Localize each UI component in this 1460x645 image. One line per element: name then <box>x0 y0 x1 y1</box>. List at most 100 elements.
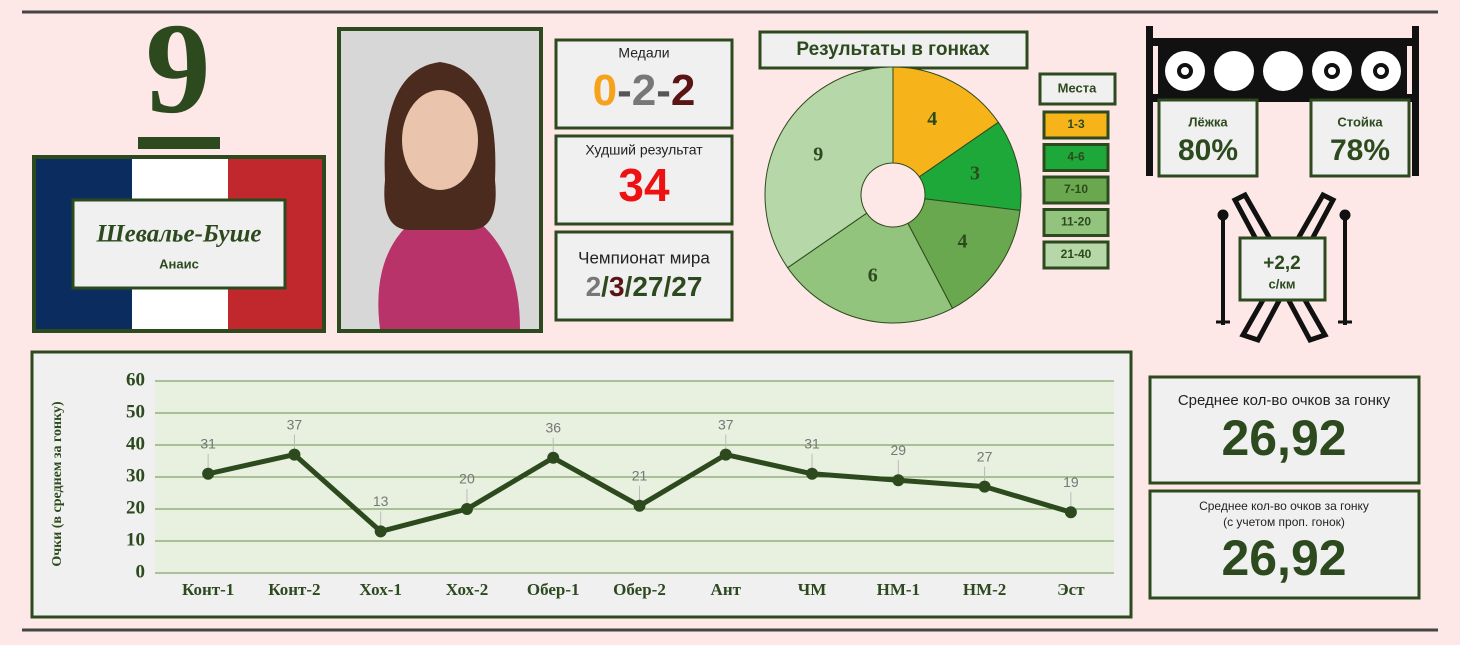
x-tick-label: Конт-1 <box>182 580 234 599</box>
pie-slice <box>892 66 1000 178</box>
medals-value: 0-2-2 <box>593 66 696 115</box>
y-axis-label: Очки (в среднем за гонку) <box>50 401 65 567</box>
x-tick-label: ЧМ <box>798 580 827 599</box>
pie-title: Результаты в гонках <box>796 39 990 60</box>
data-label: 13 <box>373 493 389 509</box>
wc-place: 2 <box>586 271 602 302</box>
target <box>1263 51 1303 91</box>
legend-label: 11-20 <box>1061 215 1091 229</box>
y-tick-label: 50 <box>126 401 145 422</box>
legend-label: 7-10 <box>1064 182 1088 196</box>
standing-value: 78% <box>1330 134 1390 167</box>
speed-value: +2,2 <box>1263 253 1301 274</box>
pie-slice <box>764 66 894 269</box>
sep: - <box>656 66 671 115</box>
average-title: Среднее кол-во очков за гонку <box>1178 392 1391 409</box>
rack-bar <box>1153 38 1412 46</box>
point <box>460 503 473 515</box>
rack-post <box>1412 26 1419 176</box>
average-subtitle: (с учетом проп. гонок) <box>1223 515 1345 529</box>
shooting-icon <box>1146 26 1419 176</box>
medals-title: Медали <box>618 45 669 61</box>
y-tick-label: 40 <box>126 433 145 454</box>
x-tick-label: Обер-1 <box>527 580 580 599</box>
standing-label: Стойка <box>1337 114 1383 129</box>
legend-label: 21-40 <box>1061 247 1092 261</box>
pie-slice <box>918 121 1022 211</box>
data-label: 27 <box>977 448 993 464</box>
target-hit <box>1181 67 1189 75</box>
data-label: 37 <box>287 416 303 432</box>
wc-place: 3 <box>609 271 625 302</box>
rank: 9 <box>146 0 211 141</box>
worst-value: 34 <box>618 159 670 211</box>
y-tick-label: 0 <box>136 561 146 582</box>
target-hit <box>1377 67 1385 75</box>
x-tick-label: НМ-1 <box>877 580 920 599</box>
slice-label: 9 <box>813 143 823 165</box>
name-box <box>71 198 287 290</box>
y-tick-label: 30 <box>126 465 145 486</box>
target-hit <box>1328 67 1336 75</box>
first-name: Анаис <box>159 256 199 271</box>
bronze: 2 <box>671 66 695 115</box>
legend-swatch <box>1042 240 1110 270</box>
prone-box <box>1157 98 1259 178</box>
point <box>719 448 732 461</box>
sep: / <box>663 271 671 302</box>
data-label: 21 <box>632 468 648 484</box>
legend-swatch <box>1042 143 1110 172</box>
point <box>806 467 819 480</box>
slice-label: 6 <box>868 265 878 287</box>
wc-title: Чемпионат мира <box>578 248 710 267</box>
average-box <box>1148 375 1421 485</box>
prone-value: 80% <box>1178 134 1238 167</box>
data-label: 37 <box>718 416 734 432</box>
gold: 0 <box>593 66 617 115</box>
y-tick-label: 20 <box>126 497 145 518</box>
slice-label: 3 <box>970 162 980 184</box>
silver: 2 <box>632 66 656 115</box>
wc-box <box>554 230 734 322</box>
standing-box <box>1309 98 1411 178</box>
legend-swatch <box>1042 110 1110 140</box>
prone-label: Лёжка <box>1188 114 1228 129</box>
data-label: 29 <box>891 442 907 458</box>
speed-unit: с/км <box>1269 276 1296 291</box>
average-title: Среднее кол-во очков за гонку <box>1199 499 1369 513</box>
sep: / <box>601 271 609 302</box>
data-label: 19 <box>1063 474 1079 490</box>
pole-grip <box>1339 209 1351 221</box>
data-label: 20 <box>459 471 475 487</box>
rack-bar <box>1153 94 1412 102</box>
x-tick-label: Хох-1 <box>359 580 402 599</box>
data-label: 31 <box>200 436 216 452</box>
x-tick-label: Эст <box>1057 580 1085 599</box>
x-tick-label: НМ-2 <box>963 580 1006 599</box>
average-box <box>1148 489 1421 600</box>
x-tick-label: Обер-2 <box>613 580 666 599</box>
point <box>202 467 215 480</box>
slice-label: 4 <box>958 231 968 253</box>
y-tick-label: 10 <box>126 529 145 550</box>
pie-title-box <box>758 30 1029 70</box>
worst-title: Худший результат <box>585 142 703 158</box>
surname: Шевалье-Буше <box>95 221 261 248</box>
medals-box <box>554 38 734 130</box>
y-tick-label: 60 <box>126 369 145 390</box>
wc-place: 27 <box>671 271 702 302</box>
pie-slice <box>786 212 954 324</box>
photo-face <box>402 90 478 190</box>
point <box>978 480 991 493</box>
sep: / <box>625 271 633 302</box>
photo-jacket <box>378 215 520 329</box>
point <box>1064 506 1077 519</box>
point <box>633 499 646 512</box>
line-chart: 0 10 20 30 40 50 60 Конт-1 Конт-2 Хох-1 Хох-2 Обер-… <box>126 369 1114 599</box>
legend-title-box <box>1038 72 1117 106</box>
legend-label: 4-6 <box>1067 150 1085 164</box>
legend-title: Места <box>1058 80 1097 95</box>
wc-place: 27 <box>632 271 663 302</box>
legend-swatch <box>1042 175 1110 205</box>
